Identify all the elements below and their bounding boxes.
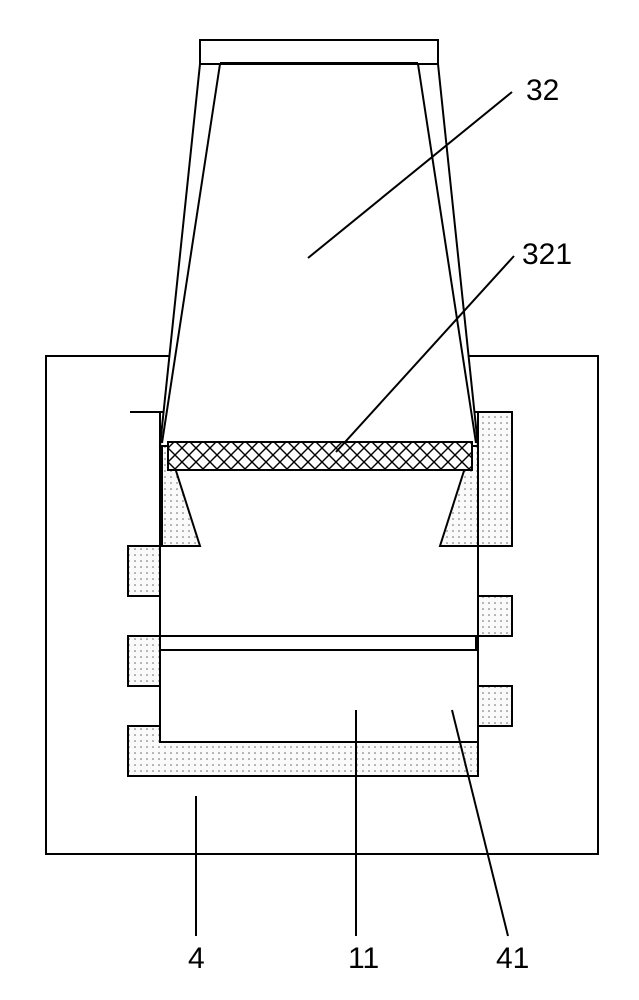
callout-41-label: 41: [496, 942, 529, 976]
technical-figure: 32 321 4 11 41: [0, 0, 639, 1000]
svg-drawing: [0, 0, 639, 1000]
upper-top-rect: [200, 40, 438, 64]
crosshatch-strip: [168, 442, 472, 470]
callout-4-label: 4: [188, 942, 205, 976]
upper-body: [160, 40, 478, 446]
callout-321-label: 321: [522, 238, 572, 272]
callout-11-label: 11: [348, 942, 379, 976]
inner-bar: [160, 636, 476, 650]
callout-32-label: 32: [526, 74, 559, 108]
